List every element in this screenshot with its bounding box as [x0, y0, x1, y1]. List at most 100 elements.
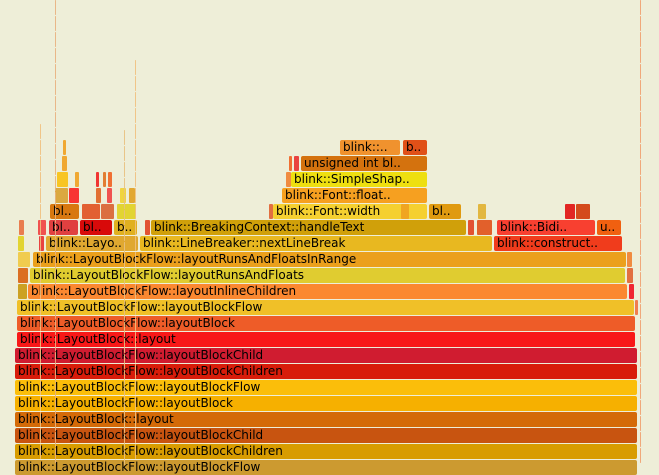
small-frame[interactable] [62, 156, 67, 171]
flame-frame[interactable]: blink::.. [340, 140, 400, 155]
thin-frame [55, 208, 56, 223]
thin-frame [55, 192, 56, 207]
thin-frame [135, 268, 136, 283]
small-frame[interactable] [117, 204, 136, 219]
thin-frame [640, 32, 641, 47]
thin-frame [40, 444, 41, 459]
flame-frame[interactable]: blink::LayoutBlockFlow::layoutBlock [17, 316, 635, 331]
small-frame[interactable] [107, 188, 112, 203]
thin-frame [124, 130, 125, 145]
flame-frame[interactable]: blink::LayoutBlockFlow::layoutBlockFlow [15, 460, 637, 475]
small-frame[interactable] [18, 268, 28, 283]
flame-frame[interactable]: blink::LayoutBlockFlow::layoutBlockChild [15, 348, 637, 363]
thin-frame [135, 188, 136, 203]
small-frame[interactable] [627, 252, 632, 267]
small-frame[interactable] [75, 172, 79, 187]
small-frame[interactable] [478, 204, 486, 219]
flame-frame[interactable]: blink::SimpleShap.. [291, 172, 427, 187]
small-frame[interactable] [55, 188, 68, 203]
flame-frame[interactable]: bl.. [429, 204, 461, 219]
flame-frame[interactable]: blink::Font::float.. [282, 188, 427, 203]
small-frame[interactable] [576, 204, 590, 219]
thin-frame [55, 224, 56, 239]
small-frame[interactable] [635, 300, 638, 315]
small-frame[interactable] [57, 172, 68, 187]
thin-frame [640, 352, 641, 367]
thin-frame [124, 338, 125, 353]
flame-frame[interactable]: blink::LayoutBlockFlow::layoutRunsAndFlo… [30, 268, 625, 283]
flame-frame[interactable]: bl.. [49, 220, 78, 235]
small-frame[interactable] [286, 172, 291, 187]
thin-frame [124, 274, 125, 289]
small-frame[interactable] [96, 188, 101, 203]
thin-frame [124, 242, 125, 257]
flame-frame[interactable]: u.. [597, 220, 621, 235]
small-frame[interactable] [96, 172, 99, 187]
thin-frame [40, 428, 41, 443]
small-frame[interactable] [129, 188, 135, 203]
thin-frame [640, 384, 641, 399]
flame-frame[interactable]: blink::LayoutBlock::layout [17, 332, 635, 347]
small-frame[interactable] [145, 220, 150, 235]
thin-frame [640, 416, 641, 431]
small-frame[interactable] [294, 156, 299, 171]
thin-frame [124, 450, 125, 465]
small-frame[interactable] [18, 236, 24, 251]
small-frame[interactable] [108, 172, 112, 187]
small-frame[interactable] [101, 204, 114, 219]
flame-frame[interactable]: blink::LayoutBlockFlow::layoutInlineChil… [28, 284, 627, 299]
small-frame[interactable] [468, 220, 474, 235]
thin-frame [640, 96, 641, 111]
thin-frame [55, 320, 56, 335]
small-frame[interactable] [18, 284, 27, 299]
thin-frame [40, 364, 41, 379]
flame-frame[interactable]: unsigned int bl.. [301, 156, 427, 171]
flame-frame[interactable]: blink::Bidi.. [497, 220, 595, 235]
thin-frame [640, 80, 641, 95]
flame-frame[interactable]: bl.. [50, 204, 79, 219]
small-frame[interactable] [63, 140, 66, 155]
thin-frame [135, 92, 136, 107]
flame-frame[interactable]: blink::construct.. [494, 236, 622, 251]
thin-frame [640, 192, 641, 207]
small-frame[interactable] [629, 284, 634, 299]
flame-frame[interactable]: b.. [114, 220, 137, 235]
flame-frame[interactable]: blink::Layo.. [46, 236, 138, 251]
flame-frame[interactable]: blink::LayoutBlockFlow::layoutRunsAndFlo… [33, 252, 626, 267]
small-frame[interactable] [289, 156, 292, 171]
thin-frame [135, 172, 136, 187]
thin-frame [124, 370, 125, 385]
small-frame[interactable] [120, 188, 126, 203]
flame-frame[interactable]: blink::LayoutBlockFlow::layoutBlockFlow [15, 380, 637, 395]
flame-frame[interactable]: blink::LineBreaker::nextLineBreak [140, 236, 492, 251]
thin-frame [640, 160, 641, 175]
flame-frame[interactable]: blink::LayoutBlockFlow::layoutBlockChild… [15, 364, 637, 379]
small-frame[interactable] [38, 220, 46, 235]
flame-frame[interactable]: blink::LayoutBlockFlow::layoutBlockFlow [17, 300, 634, 315]
flame-frame[interactable]: b.. [403, 140, 427, 155]
small-frame[interactable] [18, 252, 30, 267]
thin-frame [640, 16, 641, 31]
small-frame[interactable] [69, 188, 79, 203]
small-frame[interactable] [269, 204, 273, 219]
thin-frame [124, 306, 125, 321]
flame-frame[interactable]: blink::Font::width [273, 204, 427, 219]
flame-frame[interactable]: blink::LayoutBlockFlow::layoutBlock [15, 396, 637, 411]
flame-frame[interactable]: blink::LayoutBlockFlow::layoutBlockChild [15, 428, 637, 443]
flame-frame[interactable]: blink::LayoutBlock::layout [15, 412, 637, 427]
small-frame[interactable] [39, 236, 44, 251]
flame-frame[interactable]: blink::BreakingContext::handleText [151, 220, 466, 235]
thin-frame [55, 384, 56, 399]
small-frame[interactable] [82, 204, 100, 219]
flame-frame[interactable]: bl.. [80, 220, 112, 235]
thin-frame [135, 444, 136, 459]
small-frame[interactable] [401, 204, 409, 219]
small-frame[interactable] [565, 204, 575, 219]
small-frame[interactable] [19, 220, 24, 235]
flame-frame[interactable]: blink::LayoutBlockFlow::layoutBlockChild… [15, 444, 637, 459]
thin-frame [55, 144, 56, 159]
small-frame[interactable] [627, 268, 633, 283]
small-frame[interactable] [103, 172, 106, 187]
thin-frame [640, 176, 641, 191]
small-frame[interactable] [477, 220, 492, 235]
